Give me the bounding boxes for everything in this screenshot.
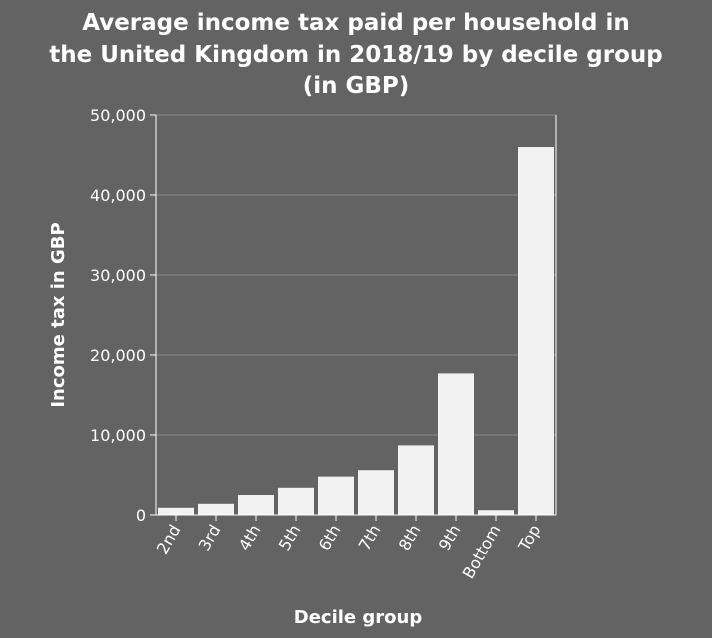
x-tick-label: 5th [275, 522, 305, 555]
bar [478, 510, 514, 515]
y-axis-ticks: 0 10,000 20,000 30,000 40,000 50,000 [90, 106, 156, 525]
bar [278, 487, 314, 515]
bar [318, 476, 354, 515]
bar [398, 445, 434, 515]
bar [518, 147, 554, 515]
chart-title: Average income tax paid per household in… [49, 10, 662, 99]
bars [158, 147, 554, 515]
x-axis-label: Decile group [294, 607, 423, 628]
x-tick-label: Bottom [459, 522, 505, 582]
x-tick-label: 2nd [153, 522, 185, 558]
grid-lines [156, 114, 556, 436]
bar [198, 503, 234, 515]
y-tick-label: 10,000 [90, 426, 146, 445]
bar [358, 470, 394, 515]
y-axis-label: Income tax in GBP [48, 222, 69, 407]
x-tick-label: 3rd [195, 522, 225, 555]
y-tick-label: 40,000 [90, 186, 146, 205]
chart-title-line-3: (in GBP) [303, 73, 410, 99]
x-tick-label: 9th [435, 522, 465, 555]
chart-title-line-1: Average income tax paid per household in [82, 10, 630, 36]
x-tick-label: 7th [355, 522, 385, 555]
y-tick-label: 30,000 [90, 266, 146, 285]
chart-title-line-2: the United Kingdom in 2018/19 by decile … [49, 42, 662, 68]
y-tick-label: 0 [136, 506, 146, 525]
bar [158, 507, 194, 515]
y-tick-label: 50,000 [90, 106, 146, 125]
axes [155, 115, 557, 516]
y-tick-label: 20,000 [90, 346, 146, 365]
bar [438, 373, 474, 515]
x-tick-label: Top [514, 522, 544, 556]
x-tick-label: 8th [395, 522, 425, 555]
x-tick-label: 6th [315, 522, 345, 555]
bar [238, 495, 274, 515]
x-tick-label: 4th [235, 522, 265, 555]
